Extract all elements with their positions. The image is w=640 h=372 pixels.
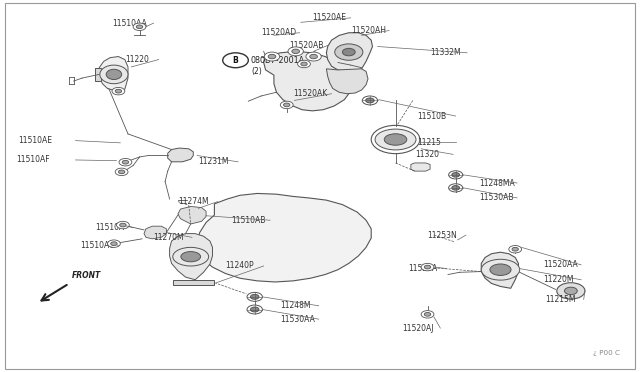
Ellipse shape	[490, 264, 511, 275]
Polygon shape	[197, 193, 371, 282]
Text: B: B	[233, 56, 238, 65]
Polygon shape	[170, 234, 212, 280]
Polygon shape	[178, 206, 206, 224]
Circle shape	[120, 223, 126, 227]
Circle shape	[111, 242, 117, 246]
Circle shape	[509, 246, 522, 253]
Circle shape	[115, 168, 128, 176]
Ellipse shape	[384, 134, 407, 145]
Circle shape	[250, 307, 259, 312]
Text: 11520AB: 11520AB	[289, 41, 324, 50]
Circle shape	[298, 60, 310, 68]
Ellipse shape	[375, 129, 416, 150]
Circle shape	[108, 240, 120, 247]
Circle shape	[118, 170, 125, 174]
Circle shape	[116, 221, 129, 229]
Ellipse shape	[100, 65, 128, 84]
Text: 11332M: 11332M	[430, 48, 461, 57]
Text: 11530AA: 11530AA	[280, 315, 315, 324]
Text: 11520AJ: 11520AJ	[402, 324, 433, 333]
Circle shape	[250, 294, 259, 299]
Text: 11520AK: 11520AK	[293, 89, 328, 98]
Text: 11530AB: 11530AB	[479, 193, 513, 202]
Circle shape	[301, 62, 307, 66]
Circle shape	[449, 171, 463, 179]
Polygon shape	[95, 68, 101, 81]
Text: 11215: 11215	[417, 138, 441, 147]
Circle shape	[310, 54, 317, 59]
Text: 11520AA: 11520AA	[543, 260, 577, 269]
Circle shape	[133, 23, 146, 31]
Polygon shape	[99, 57, 128, 91]
Polygon shape	[144, 226, 166, 239]
Circle shape	[306, 52, 321, 61]
Text: 11320: 11320	[415, 150, 439, 159]
Text: 11240P: 11240P	[225, 262, 254, 270]
Text: 11520AD: 11520AD	[261, 28, 296, 37]
Text: 11520A: 11520A	[408, 264, 438, 273]
Circle shape	[512, 247, 518, 251]
Circle shape	[247, 305, 262, 314]
Text: 11510AC: 11510AC	[80, 241, 115, 250]
Circle shape	[421, 263, 434, 271]
Text: (2): (2)	[251, 67, 262, 76]
Ellipse shape	[481, 259, 520, 280]
Circle shape	[280, 101, 293, 109]
Polygon shape	[326, 33, 372, 71]
Circle shape	[564, 287, 577, 295]
Circle shape	[119, 158, 132, 166]
Circle shape	[115, 89, 122, 93]
Text: 11215M: 11215M	[545, 295, 576, 304]
Circle shape	[264, 52, 280, 61]
Circle shape	[288, 47, 303, 56]
Circle shape	[557, 283, 585, 299]
Circle shape	[452, 173, 460, 177]
Text: 11248M: 11248M	[280, 301, 311, 310]
Text: 11510B: 11510B	[417, 112, 447, 121]
Circle shape	[284, 103, 290, 107]
Circle shape	[424, 312, 431, 316]
Text: 11248MA: 11248MA	[479, 179, 515, 187]
Circle shape	[247, 292, 262, 301]
Circle shape	[112, 87, 125, 95]
Text: 11220: 11220	[125, 55, 148, 64]
Polygon shape	[481, 252, 518, 288]
Text: 11220M: 11220M	[543, 275, 573, 284]
Polygon shape	[168, 148, 193, 162]
Polygon shape	[264, 51, 353, 111]
Circle shape	[335, 44, 363, 60]
Ellipse shape	[173, 247, 209, 266]
Circle shape	[449, 184, 463, 192]
Text: ¿ P00 C: ¿ P00 C	[593, 350, 620, 356]
Circle shape	[362, 96, 378, 105]
Text: 11510AA: 11510AA	[112, 19, 147, 28]
Circle shape	[424, 265, 431, 269]
Circle shape	[452, 186, 460, 190]
Circle shape	[136, 25, 143, 29]
Polygon shape	[173, 280, 214, 285]
Circle shape	[292, 49, 300, 54]
Circle shape	[268, 54, 276, 59]
Ellipse shape	[106, 69, 122, 80]
Circle shape	[342, 48, 355, 56]
Circle shape	[223, 53, 248, 68]
Text: 11510A: 11510A	[95, 223, 124, 232]
Text: 11510AB: 11510AB	[232, 216, 266, 225]
Text: 11520AH: 11520AH	[351, 26, 386, 35]
Text: 11520AE: 11520AE	[312, 13, 346, 22]
Circle shape	[122, 160, 129, 164]
Text: 080B7-2001A: 080B7-2001A	[251, 56, 305, 65]
Circle shape	[365, 98, 374, 103]
Polygon shape	[326, 69, 368, 94]
Circle shape	[421, 311, 434, 318]
Text: 11510AF: 11510AF	[16, 155, 50, 164]
Text: 11510AE: 11510AE	[18, 136, 52, 145]
Text: 11231M: 11231M	[198, 157, 229, 166]
Text: 11253N: 11253N	[428, 231, 457, 240]
Ellipse shape	[181, 251, 200, 262]
Text: FRONT: FRONT	[72, 271, 101, 280]
Text: 11274M: 11274M	[178, 197, 209, 206]
Text: 11270M: 11270M	[154, 233, 184, 242]
Polygon shape	[411, 163, 430, 171]
